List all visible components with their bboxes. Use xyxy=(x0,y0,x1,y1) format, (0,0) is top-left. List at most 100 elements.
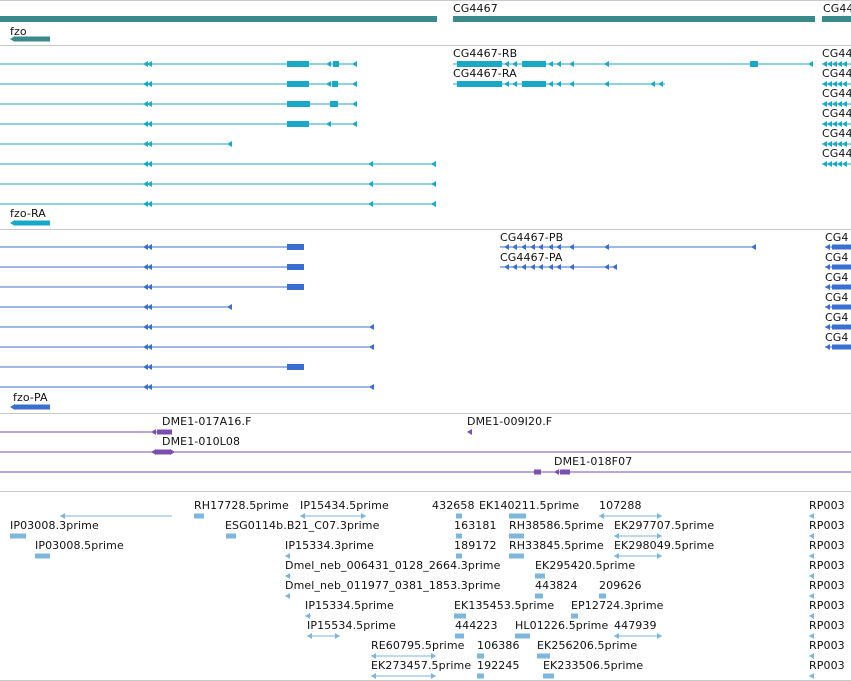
transcript-label[interactable]: CG44 xyxy=(822,67,851,80)
est-label[interactable]: HL01226.5prime xyxy=(515,619,609,632)
gene-label[interactable]: fzo xyxy=(10,25,27,38)
transcript-label[interactable]: fzo-RA xyxy=(10,207,46,220)
est-label[interactable]: RP003 xyxy=(809,639,845,652)
transcript-label[interactable]: CG44 xyxy=(822,87,851,100)
est-label[interactable]: EK256206.5prime xyxy=(537,639,638,652)
est-track[interactable] xyxy=(10,513,814,679)
clone-label[interactable]: DME1-018F07 xyxy=(554,455,633,468)
est-label[interactable]: RH33845.5prime xyxy=(509,539,604,552)
transcript-label[interactable]: CG44 xyxy=(822,47,851,60)
est-label[interactable]: 432658 xyxy=(432,499,475,512)
transcript-label[interactable]: CG4467-RA xyxy=(453,67,517,80)
transcript-label[interactable]: CG4467-RB xyxy=(453,47,518,60)
strand-arrow-icon xyxy=(548,264,553,270)
est-label[interactable]: RP003 xyxy=(809,539,845,552)
est-label[interactable]: RP003 xyxy=(809,659,845,672)
est-label[interactable]: IP03008.3prime xyxy=(10,519,99,532)
est-label[interactable]: Dmel_neb_011977_0381_1853.3prime xyxy=(285,579,501,592)
est-label[interactable]: EK233506.5prime xyxy=(543,659,644,672)
est-label[interactable]: Dmel_neb_006431_0128_2664.3prime xyxy=(285,559,501,572)
protein-label[interactable]: CG4 xyxy=(825,331,849,344)
gene-track[interactable] xyxy=(0,16,851,42)
strand-arrow-icon xyxy=(569,264,574,270)
protein-label[interactable]: CG4 xyxy=(825,251,849,264)
est-label[interactable]: IP15334.5prime xyxy=(305,599,394,612)
est-label[interactable]: EK135453.5prime xyxy=(454,599,555,612)
clone-label[interactable]: DME1-010L08 xyxy=(162,435,241,448)
clone-label[interactable]: DME1-017A16.F xyxy=(162,415,252,428)
est-label[interactable]: RP003 xyxy=(809,519,845,532)
protein-label[interactable]: CG4467-PB xyxy=(500,231,564,244)
est-label[interactable]: 443824 xyxy=(535,579,578,592)
clone-track[interactable] xyxy=(0,429,851,475)
strand-arrow-icon xyxy=(822,61,827,67)
strand-arrow-icon xyxy=(368,181,373,187)
exon-block xyxy=(157,429,172,435)
est-label[interactable]: IP03008.5prime xyxy=(35,539,124,552)
strand-arrow-icon xyxy=(837,141,842,147)
exon-block xyxy=(330,101,338,107)
est-label[interactable]: RE60795.5prime xyxy=(371,639,465,652)
est-label[interactable]: RH17728.5prime xyxy=(194,499,289,512)
est-label[interactable]: 163181 xyxy=(454,519,497,532)
strand-arrow-icon xyxy=(147,181,152,187)
est-label[interactable]: IP15434.5prime xyxy=(300,499,389,512)
exon-block xyxy=(515,633,530,639)
strand-arrow-icon xyxy=(554,469,559,475)
est-label[interactable]: 209626 xyxy=(599,579,642,592)
strand-arrow-icon xyxy=(504,244,509,250)
strand-arrow-icon xyxy=(657,533,662,539)
exon-block xyxy=(522,61,546,67)
transcript-label[interactable]: CG44 xyxy=(822,107,851,120)
transcript-label[interactable]: CG44 xyxy=(822,147,851,160)
est-label[interactable]: 192245 xyxy=(477,659,520,672)
protein-label[interactable]: CG4 xyxy=(825,271,849,284)
strand-arrow-icon xyxy=(809,593,814,599)
transcript-label[interactable]: CG44 xyxy=(822,127,851,140)
est-label[interactable]: ESG0114b.B21_C07.3prime xyxy=(225,519,380,532)
est-label[interactable]: EK273457.5prime xyxy=(371,659,472,672)
strand-arrow-icon xyxy=(147,264,152,270)
strand-arrow-icon xyxy=(147,61,152,67)
strand-arrow-icon xyxy=(809,653,814,659)
est-label[interactable]: RP003 xyxy=(809,619,845,632)
est-label[interactable]: EK297707.5prime xyxy=(614,519,715,532)
strand-arrow-icon xyxy=(837,61,842,67)
strand-arrow-icon xyxy=(147,364,152,370)
est-label[interactable]: IP15334.3prime xyxy=(285,539,374,552)
est-label[interactable]: EP12724.3prime xyxy=(571,599,664,612)
est-label[interactable]: RP003 xyxy=(809,559,845,572)
est-label[interactable]: EK140211.5prime xyxy=(479,499,580,512)
est-label[interactable]: RP003 xyxy=(809,579,845,592)
protein-track[interactable] xyxy=(0,244,851,410)
strand-arrow-icon xyxy=(822,161,827,167)
protein-label[interactable]: CG4467-PA xyxy=(500,251,563,264)
est-label[interactable]: RH38586.5prime xyxy=(509,519,604,532)
est-label[interactable]: 447939 xyxy=(614,619,657,632)
strand-arrow-icon xyxy=(307,633,312,639)
est-label[interactable]: EK295420.5prime xyxy=(535,559,636,572)
est-label[interactable]: 107288 xyxy=(599,499,642,512)
strand-arrow-icon xyxy=(227,141,232,147)
strand-arrow-icon xyxy=(837,121,842,127)
protein-label[interactable]: CG4 xyxy=(825,311,849,324)
est-label[interactable]: 106386 xyxy=(477,639,520,652)
strand-arrow-icon xyxy=(822,141,827,147)
est-label[interactable]: IP15534.5prime xyxy=(307,619,396,632)
transcript-track[interactable] xyxy=(0,61,851,226)
est-label[interactable]: EK298049.5prime xyxy=(614,539,715,552)
strand-arrow-icon xyxy=(368,161,373,167)
est-label[interactable]: RP003 xyxy=(809,499,845,512)
protein-label[interactable]: CG4 xyxy=(825,231,849,244)
strand-arrow-icon xyxy=(832,121,837,127)
protein-label[interactable]: fzo-PA xyxy=(13,391,48,404)
est-label[interactable]: 189172 xyxy=(454,539,497,552)
protein-label[interactable]: CG4 xyxy=(825,291,849,304)
clone-label[interactable]: DME1-009I20.F xyxy=(467,415,553,428)
strand-arrow-icon xyxy=(504,264,509,270)
gene-label[interactable]: CG44 xyxy=(823,2,851,15)
est-label[interactable]: 444223 xyxy=(455,619,498,632)
est-label[interactable]: RP003 xyxy=(809,599,845,612)
gene-label[interactable]: CG4467 xyxy=(453,2,498,15)
